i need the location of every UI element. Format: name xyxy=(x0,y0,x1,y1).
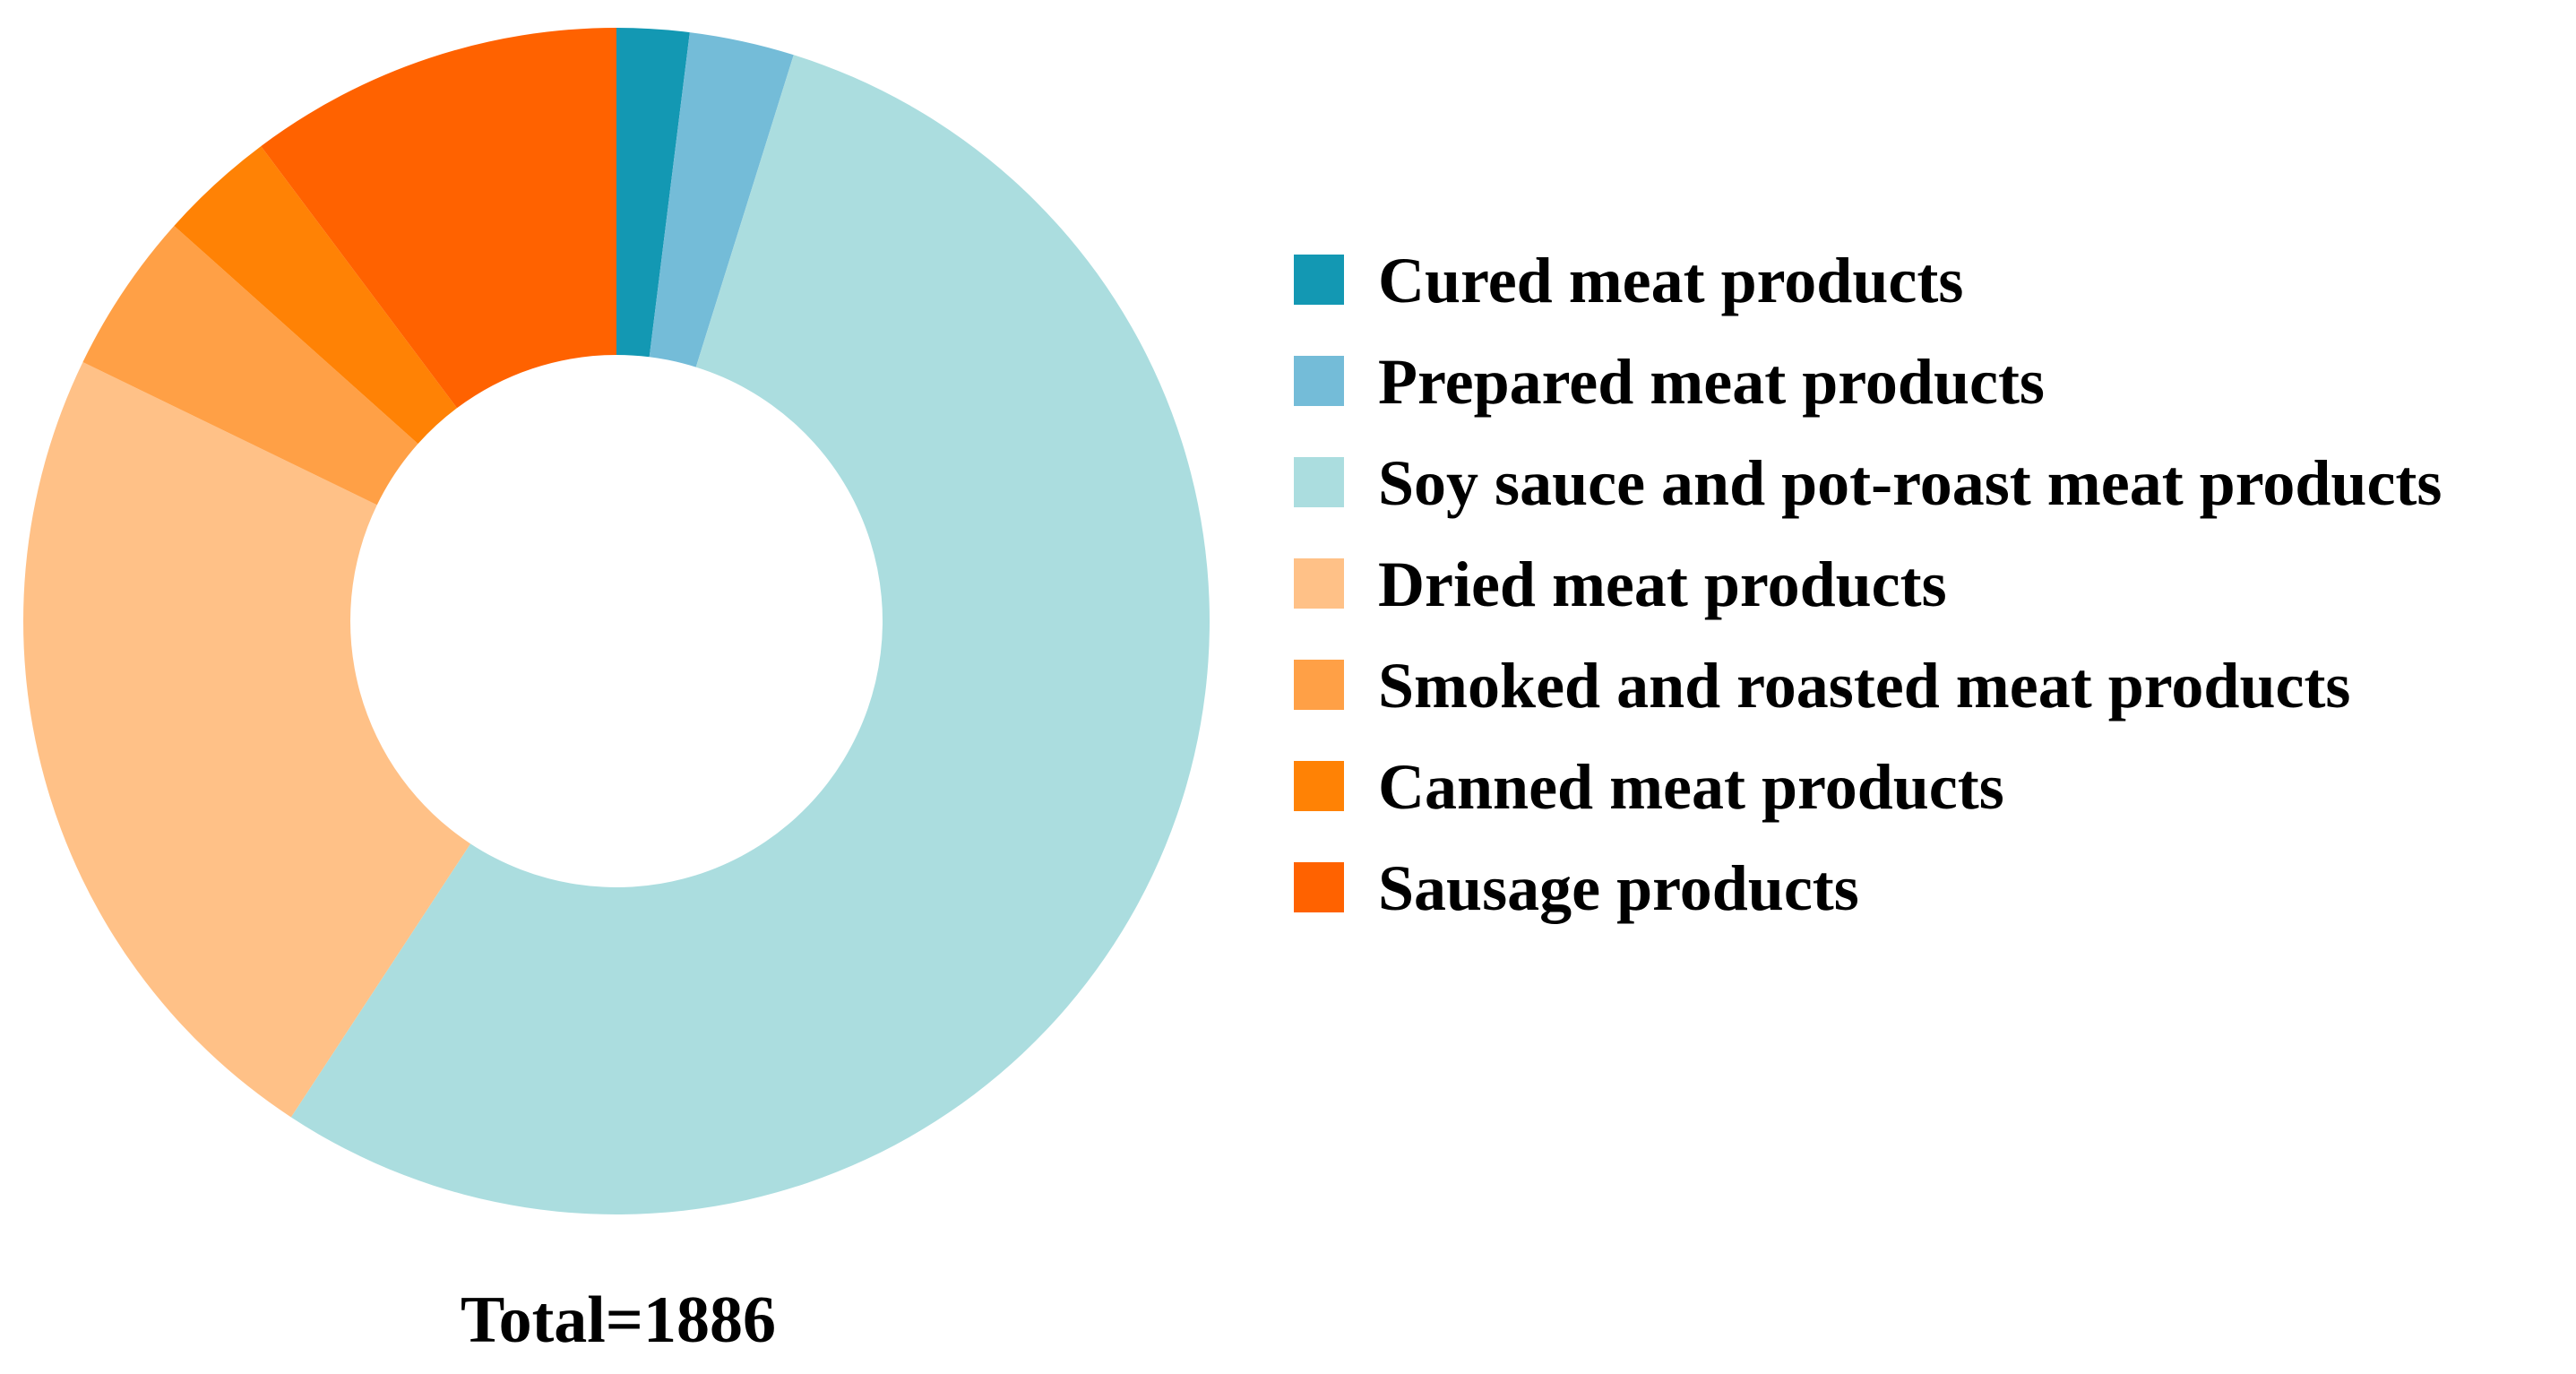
donut-slice-prepared-meat-products xyxy=(649,32,794,367)
legend-label: Soy sauce and pot-roast meat products xyxy=(1378,447,2442,519)
legend-swatch-canned-meat-products xyxy=(1294,761,1344,811)
legend-item-canned-meat-products: Canned meat products xyxy=(1294,737,2566,838)
donut-slice-canned-meat-products xyxy=(174,146,457,445)
donut-chart xyxy=(22,28,1210,1214)
donut-slice-smoked-and-roasted-meat-products xyxy=(82,225,418,506)
legend-label: Dried meat products xyxy=(1378,549,1947,620)
legend-swatch-cured-meat-products xyxy=(1294,255,1344,305)
legend-item-sausage-products: Sausage products xyxy=(1294,838,2566,939)
legend-item-smoked-and-roasted-meat-products: Smoked and roasted meat products xyxy=(1294,635,2566,737)
legend-item-prepared-meat-products: Prepared meat products xyxy=(1294,332,2566,433)
legend-swatch-dried-meat-products xyxy=(1294,558,1344,609)
total-label: Total=1886 xyxy=(461,1283,776,1357)
donut-slice-sausage-products xyxy=(261,28,616,409)
legend-item-cured-meat-products: Cured meat products xyxy=(1294,230,2566,332)
legend-label: Sausage products xyxy=(1378,852,1859,924)
legend-item-soy-sauce-and-pot-roast-meat-products: Soy sauce and pot-roast meat products xyxy=(1294,433,2566,534)
donut-slice-soy-sauce-and-pot-roast-meat-products xyxy=(290,55,1210,1214)
legend-swatch-smoked-and-roasted-meat-products xyxy=(1294,660,1344,710)
legend-label: Prepared meat products xyxy=(1378,346,2045,418)
legend-swatch-soy-sauce-and-pot-roast-meat-products xyxy=(1294,457,1344,507)
legend-label: Smoked and roasted meat products xyxy=(1378,650,2351,722)
legend-label: Cured meat products xyxy=(1378,245,1964,316)
legend-swatch-prepared-meat-products xyxy=(1294,356,1344,406)
legend-item-dried-meat-products: Dried meat products xyxy=(1294,534,2566,635)
donut-slice-cured-meat-products xyxy=(616,28,690,358)
legend-label: Canned meat products xyxy=(1378,751,2004,823)
legend-swatch-sausage-products xyxy=(1294,862,1344,912)
donut-slice-dried-meat-products xyxy=(22,361,471,1118)
chart-legend: Cured meat products Prepared meat product… xyxy=(1294,230,2566,939)
